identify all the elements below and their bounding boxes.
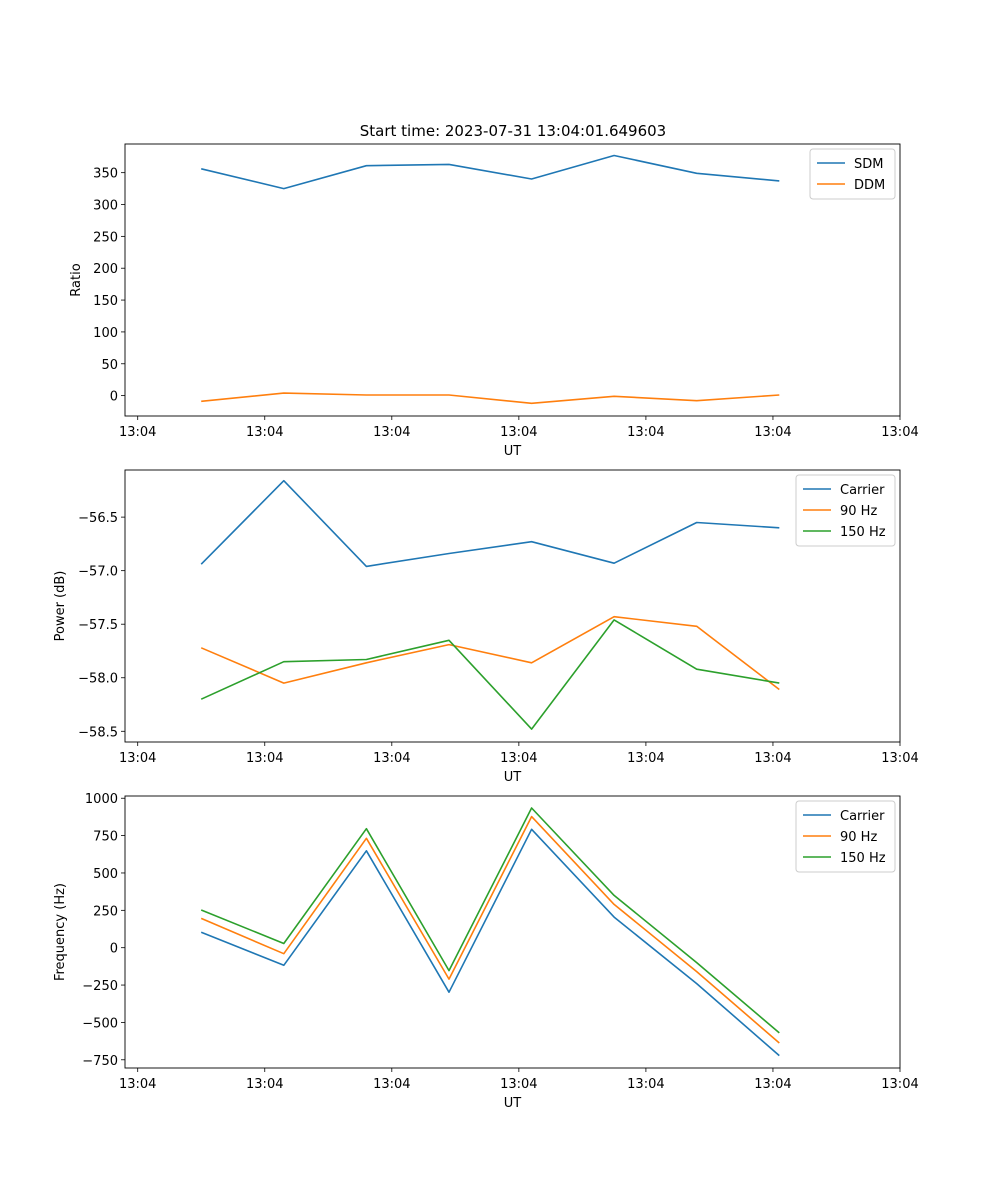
ratio-x-tick-label: 13:04 [627, 425, 664, 440]
power-legend-label-150-hz: 150 Hz [840, 525, 886, 540]
frequency-y-tick-label: 750 [93, 830, 118, 845]
power-legend: Carrier 90 Hz 150 Hz [795, 474, 896, 547]
power-legend-box [795, 474, 896, 547]
ratio-x-tick-label: 13:04 [373, 425, 410, 440]
power-legend-label-carrier: Carrier [840, 483, 885, 498]
frequency-legend-label-carrier: Carrier [840, 809, 885, 824]
power-x-tick-label: 13:04 [754, 751, 791, 766]
power-axes-frame [124, 469, 901, 743]
frequency-series-150-hz-line [200, 807, 780, 1034]
ratio-y-tick-label: 0 [110, 390, 118, 405]
power-x-tick-label: 13:04 [373, 751, 410, 766]
power-x-tick-label: 13:04 [246, 751, 283, 766]
frequency-series-carrier-line [200, 828, 780, 1057]
ratio-y-tick-label: 100 [93, 326, 118, 341]
frequency-y-tick-label: 250 [93, 904, 118, 919]
ratio-legend-box [809, 148, 896, 200]
frequency-x-tick-label: 13:04 [246, 1077, 283, 1092]
ratio-series-sdm-line [201, 154, 780, 190]
power-x-tick-label: 13:04 [881, 751, 918, 766]
figure-title: Start time: 2023-07-31 13:04:01.649603 [360, 122, 666, 140]
frequency-x-tick-label: 13:04 [500, 1077, 537, 1092]
frequency-y-tick-label: 1000 [85, 792, 118, 807]
ratio-legend-label-ddm: DDM [854, 178, 885, 193]
frequency-legend-label-90-hz: 90 Hz [840, 830, 877, 845]
ratio-y-tick-label: 50 [101, 358, 118, 373]
ratio-y-tick-label: 150 [93, 294, 118, 309]
power-y-tick-label: −56.5 [78, 511, 118, 526]
frequency-y-axis-label: Frequency (Hz) [53, 883, 68, 981]
frequency-x-tick-label: 13:04 [119, 1077, 156, 1092]
power-x-tick-label: 13:04 [627, 751, 664, 766]
ratio-x-tick-label: 13:04 [119, 425, 156, 440]
frequency-x-axis-label: UT [504, 1096, 522, 1111]
frequency-legend-label-150-hz: 150 Hz [840, 851, 886, 866]
ratio-y-axis-label: Ratio [69, 263, 84, 296]
ratio-y-tick-label: 350 [93, 167, 118, 182]
ratio-x-tick-label: 13:04 [246, 425, 283, 440]
frequency-panel: 13:0413:0413:0413:0413:0413:0413:0413:05… [53, 792, 919, 1111]
power-x-tick-label: 13:04 [500, 751, 537, 766]
power-panel: 13:0413:0413:0413:0413:0413:0413:0413:05… [53, 469, 919, 785]
ratio-x-tick-label: 13:04 [881, 425, 918, 440]
ratio-series-ddm-line [201, 392, 780, 405]
power-series-90-hz-line [200, 615, 780, 691]
frequency-legend: Carrier 90 Hz 150 Hz [795, 800, 896, 873]
power-series-150-hz-line [200, 619, 780, 730]
ratio-x-axis-label: UT [504, 444, 522, 459]
power-x-axis-label: UT [504, 770, 522, 785]
frequency-y-tick-label: −750 [82, 1054, 118, 1069]
ratio-y-tick-label: 300 [93, 199, 118, 214]
frequency-y-tick-label: 500 [93, 867, 118, 882]
ratio-legend-label-sdm: SDM [854, 157, 883, 172]
ratio-legend: SDM DDM [809, 148, 896, 200]
frequency-y-tick-label: 0 [110, 942, 118, 957]
frequency-y-tick-label: −250 [82, 979, 118, 994]
power-y-tick-label: −57.0 [78, 565, 118, 580]
power-y-tick-label: −57.5 [78, 618, 118, 633]
ratio-y-tick-label: 250 [93, 230, 118, 245]
frequency-y-tick-label: −500 [82, 1016, 118, 1031]
power-series-carrier-line [200, 479, 780, 568]
power-x-tick-label: 13:04 [119, 751, 156, 766]
power-y-tick-label: −58.5 [78, 725, 118, 740]
ratio-panel: 13:0413:0413:0413:0413:0413:0413:0413:05… [69, 143, 919, 459]
frequency-x-tick-label: 13:04 [881, 1077, 918, 1092]
frequency-x-tick-label: 13:04 [627, 1077, 664, 1092]
frequency-x-tick-label: 13:04 [373, 1077, 410, 1092]
frequency-legend-box [795, 800, 896, 873]
power-y-axis-label: Power (dB) [53, 571, 68, 642]
frequency-x-tick-label: 13:04 [754, 1077, 791, 1092]
frequency-series-90-hz-line [200, 815, 780, 1044]
frequency-axes-frame [124, 795, 901, 1069]
power-y-tick-label: −58.0 [78, 672, 118, 687]
power-legend-label-90-hz: 90 Hz [840, 504, 877, 519]
ratio-y-tick-label: 200 [93, 262, 118, 277]
ratio-x-tick-label: 13:04 [754, 425, 791, 440]
ratio-x-tick-label: 13:04 [500, 425, 537, 440]
ratio-axes-frame [124, 143, 901, 417]
